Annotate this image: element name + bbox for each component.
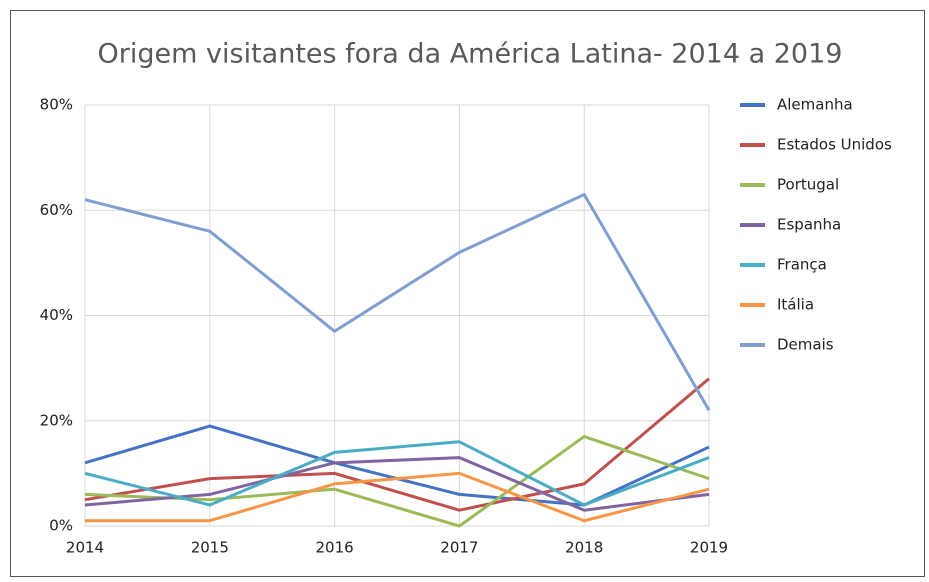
legend-label: Demais xyxy=(777,336,834,354)
series-line xyxy=(84,377,710,512)
series-line xyxy=(85,471,710,523)
x-tick-label: 2018 xyxy=(565,539,603,557)
x-tick-label: 2016 xyxy=(316,539,354,557)
series-line xyxy=(84,456,710,512)
x-tick-label: 2019 xyxy=(690,539,728,557)
legend-label: Espanha xyxy=(777,216,841,234)
chart-title: Origem visitantes fora da América Latina… xyxy=(98,39,843,70)
legend-label: Alemanha xyxy=(777,96,853,114)
series-line xyxy=(84,440,710,507)
x-tick-label: 2014 xyxy=(66,539,104,557)
y-tick-label: 20% xyxy=(40,411,73,429)
y-tick-label: 80% xyxy=(40,96,73,114)
legend-label: França xyxy=(777,256,827,274)
legend-label: Portugal xyxy=(777,176,839,194)
legend-label: Estados Unidos xyxy=(777,136,892,154)
x-tick-label: 2017 xyxy=(440,539,478,557)
x-tick-label: 2015 xyxy=(191,539,229,557)
series-line xyxy=(84,192,711,411)
y-tick-label: 60% xyxy=(40,201,73,219)
y-tick-label: 40% xyxy=(40,306,73,324)
legend-label: Itália xyxy=(777,296,814,314)
y-tick-label: 0% xyxy=(49,517,73,535)
